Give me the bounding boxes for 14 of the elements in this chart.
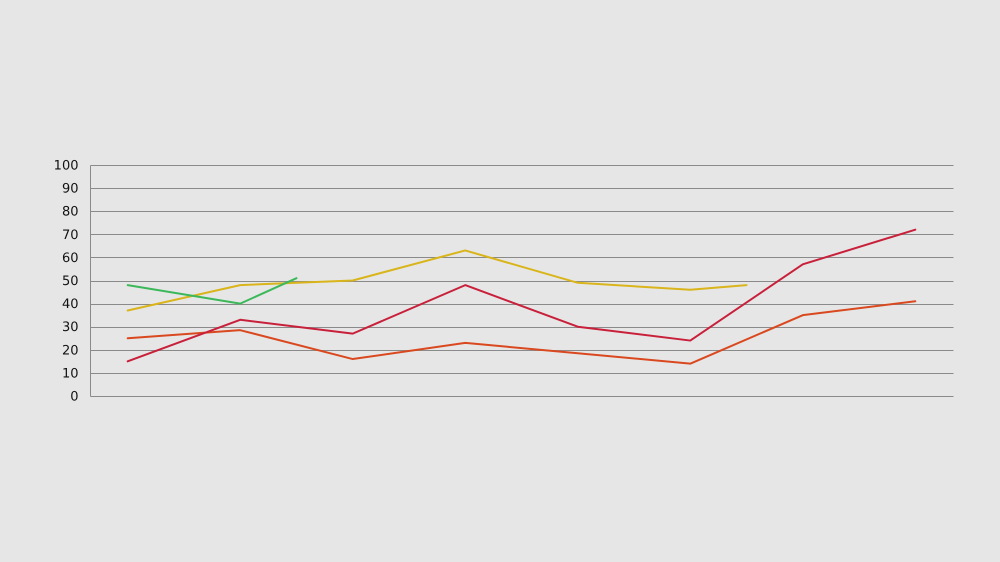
y-tick-label: 20	[62, 343, 78, 358]
y-tick-label: 90	[62, 182, 78, 197]
y-tick-label: 10	[62, 366, 78, 382]
y-tick-label: 30	[62, 320, 78, 336]
y-tick-label: 50	[62, 274, 78, 289]
line-series	[126, 249, 748, 312]
y-tick-label: 60	[62, 250, 78, 266]
y-tick-label: 70	[62, 228, 78, 243]
y-tick-label: 0	[70, 390, 78, 404]
line-series	[126, 228, 916, 362]
y-tick-label: 100	[54, 158, 78, 174]
line-series	[126, 300, 916, 365]
y-tick-label: 40	[62, 297, 78, 312]
y-tick-label: 80	[62, 204, 78, 220]
